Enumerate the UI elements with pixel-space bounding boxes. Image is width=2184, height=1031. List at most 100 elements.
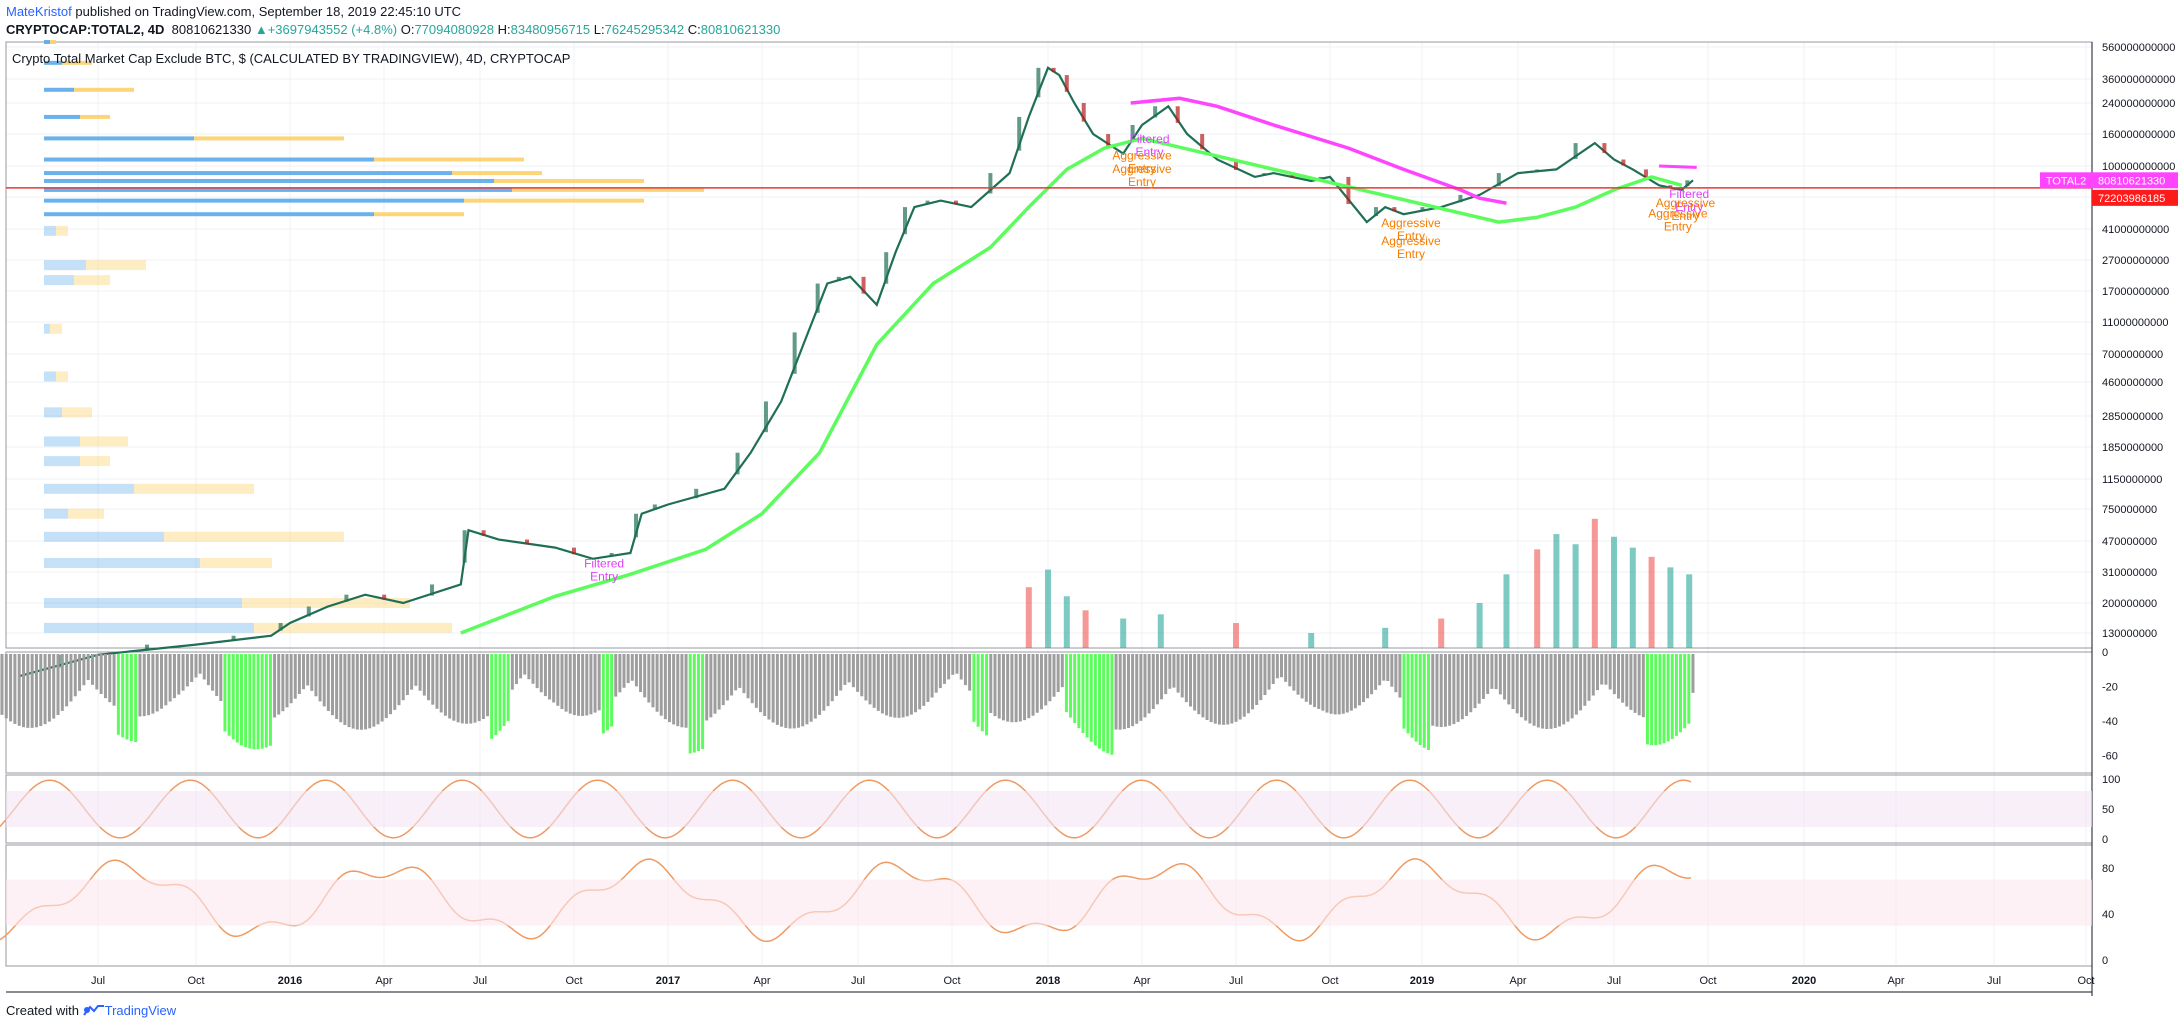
osc1-bar: [527, 654, 531, 680]
vp-yellow-bar-18: [80, 456, 110, 467]
osc1-bar: [972, 654, 976, 722]
osc1-bar: [314, 654, 318, 697]
candle-1: [145, 644, 149, 651]
osc1-bar: [256, 654, 260, 750]
vp-yellow-bar-16: [62, 407, 92, 418]
osc1-bar: [572, 654, 576, 716]
osc1-bar: [181, 654, 185, 691]
osc1-bar: [1151, 654, 1155, 710]
candle-42: [1374, 207, 1378, 217]
osc1-bar: [69, 654, 73, 702]
vp-yellow-bar-17: [80, 436, 128, 447]
time-axis-label-14: 2019: [1410, 975, 1434, 987]
osc1-bar: [989, 654, 993, 714]
osc1-bar: [1591, 654, 1595, 696]
volume-bar-5: [1157, 614, 1164, 648]
osc1-bar: [289, 654, 293, 704]
vp-yellow-bar-1: [62, 60, 92, 65]
osc1-bar: [1374, 654, 1378, 690]
candle-34: [1153, 106, 1158, 118]
osc1-bar: [1390, 654, 1394, 687]
osc1-bar: [177, 654, 181, 695]
osc1-bar: [452, 654, 456, 721]
osc1-bar: [1386, 654, 1390, 681]
ma-green-line: [460, 136, 1683, 635]
osc1-bar: [1064, 654, 1068, 713]
osc1-bar: [1069, 654, 1073, 718]
footer-brand[interactable]: TradingView: [104, 1003, 177, 1018]
osc1-bar: [1313, 654, 1317, 708]
osc1-bar: [1353, 654, 1357, 709]
osc1-bar: [1486, 654, 1490, 694]
osc1-bar: [1044, 654, 1048, 706]
osc1-bar: [1361, 654, 1365, 703]
osc1-bar: [1536, 654, 1540, 728]
ma-magenta-line: [1130, 96, 1507, 205]
osc1-bar: [1255, 654, 1259, 705]
author-link[interactable]: MateKristof: [6, 4, 72, 19]
osc1-bar: [1366, 654, 1370, 699]
osc1-bar: [1570, 654, 1574, 719]
osc1-bar: [103, 654, 107, 699]
osc1-bar: [13, 654, 17, 724]
volume-bar-3: [1082, 610, 1089, 648]
candle-53: [1685, 180, 1690, 187]
osc1-bar: [1557, 654, 1561, 727]
osc2-axis-label-1: 50: [2102, 804, 2114, 816]
osc1-bar: [151, 654, 155, 714]
open-label: O:: [400, 22, 415, 37]
osc1-bar: [86, 654, 90, 681]
osc1-bar: [1337, 654, 1341, 715]
osc1-bar: [771, 654, 775, 723]
change-up-icon: ▲: [254, 22, 268, 37]
volume-bar-12: [1534, 549, 1541, 648]
osc1-bar: [1284, 654, 1288, 682]
vp-blue-bar-3: [44, 114, 80, 119]
osc1-bar: [788, 654, 792, 729]
osc1-bar: [1357, 654, 1361, 706]
osc1-bar: [560, 654, 564, 710]
osc1-bar: [1246, 654, 1250, 714]
osc1-bar: [1608, 654, 1612, 690]
open-value: 77094080928: [414, 22, 494, 37]
osc1-bar: [268, 654, 272, 746]
osc1-bar: [1406, 654, 1410, 734]
osc1-bar: [593, 654, 597, 713]
osc1-bar: [1110, 654, 1114, 755]
osc1-bar: [397, 654, 401, 706]
osc1-bar: [260, 654, 264, 749]
osc1-bar: [1633, 654, 1637, 713]
last-price: 80810621330: [171, 22, 252, 37]
osc1-bar: [1566, 654, 1570, 722]
osc1-bar: [1242, 654, 1246, 717]
osc1-bar: [1507, 654, 1511, 705]
vp-blue-bar-22: [44, 557, 200, 568]
price-axis-label-14: 1150000000: [2102, 474, 2162, 486]
osc1-bar: [868, 654, 872, 705]
osc1-bar: [1048, 654, 1052, 702]
osc1-bar: [725, 654, 729, 701]
price-tag-last: 80810621330: [2098, 175, 2165, 187]
osc1-bar: [1275, 654, 1279, 679]
vp-blue-bar-23: [44, 598, 242, 608]
osc1-bar: [1251, 654, 1255, 710]
high-label: H:: [497, 22, 511, 37]
osc1-bar: [223, 654, 227, 732]
osc1-bar: [506, 654, 510, 721]
osc1-bar: [1180, 654, 1184, 698]
osc1-bar: [1126, 654, 1130, 728]
symbol-text: CRYPTOCAP:TOTAL2, 4D: [6, 22, 165, 37]
osc1-bar: [1402, 654, 1406, 729]
osc1-bar: [26, 654, 30, 728]
osc1-bar: [705, 654, 709, 721]
price-axis-label-4: 100000000000: [2102, 161, 2175, 173]
osc1-bar: [1679, 654, 1683, 733]
osc1-bar: [750, 654, 754, 704]
osc1-bar: [796, 654, 800, 728]
osc1-bar: [414, 654, 418, 686]
annotation-2: Aggressive Entry: [1112, 149, 1172, 176]
osc1-bar: [805, 654, 809, 725]
osc1-bar: [813, 654, 817, 719]
osc1-bar: [589, 654, 593, 715]
